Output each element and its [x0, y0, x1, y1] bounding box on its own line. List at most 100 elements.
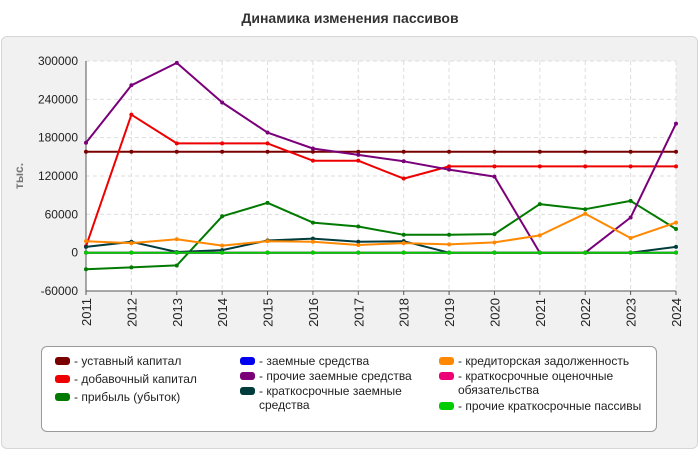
series-6-point	[265, 239, 270, 244]
series-6-point	[492, 240, 497, 245]
series-2-point	[492, 232, 497, 237]
series-1-point	[447, 164, 452, 169]
series-6-point	[174, 237, 179, 242]
series-6-point	[84, 239, 88, 244]
series-6-point	[674, 220, 678, 225]
series-1-point	[537, 164, 542, 169]
legend-label: - прочие заемные средства	[259, 369, 412, 383]
series-4-point	[628, 215, 633, 220]
chart-title: Динамика изменения пассивов	[241, 10, 459, 26]
series-1-point	[220, 141, 225, 146]
series-0-point	[674, 149, 678, 154]
series-0-point	[628, 149, 633, 154]
series-4-point	[265, 130, 270, 135]
legend-item-pribyl: - прибыль (убыток)	[55, 390, 245, 404]
legend-label: - краткосрочные оценочные обязательства	[458, 369, 614, 397]
x-tick-label: 2012	[124, 298, 139, 327]
series-4-point	[674, 121, 678, 126]
series-1-point	[401, 176, 406, 181]
series-8-point	[537, 250, 542, 255]
series-6-point	[537, 233, 542, 238]
legend-swatch	[240, 387, 255, 395]
legend-label: - кредиторская задолженность	[458, 354, 630, 368]
series-1-point	[129, 112, 134, 117]
x-tick-label: 2023	[624, 298, 639, 327]
series-8-point	[265, 250, 270, 255]
series-5-point	[674, 244, 678, 249]
series-8-point	[674, 250, 678, 255]
legend-item-prochie-kratkosrochnye: - прочие краткосрочные пассивы	[439, 399, 654, 413]
series-1-point	[265, 141, 270, 146]
series-0-point	[537, 149, 542, 154]
legend-label: - краткосрочные заемные средства	[259, 384, 402, 412]
x-tick-label: 2013	[170, 298, 185, 327]
series-8-point	[174, 250, 179, 255]
series-2-point	[265, 200, 270, 205]
series-8-point	[628, 250, 633, 255]
series-4-point	[220, 100, 225, 105]
series-2-point	[537, 202, 542, 207]
series-4-point	[129, 83, 134, 88]
legend-item-prochie-zaemnye: - прочие заемные средства	[240, 369, 425, 383]
series-8-point	[129, 250, 134, 255]
series-8-point	[492, 250, 497, 255]
series-0-point	[401, 149, 406, 154]
y-tick-label: 240000	[38, 92, 78, 106]
y-tick-label: 300000	[38, 54, 78, 68]
series-5-point	[310, 236, 315, 241]
tick-labels: 300000 240000 180000 120000 60000 0 -600002011…	[38, 54, 684, 327]
series-6-line	[85, 212, 677, 247]
series-4-point	[356, 152, 361, 157]
x-tick-label: 2016	[306, 298, 321, 327]
legend-swatch	[439, 372, 454, 380]
legend-label: - добавочный капитал	[74, 372, 197, 386]
series-lines	[84, 60, 678, 272]
y-tick-label: 0	[71, 246, 78, 260]
series-2-point	[220, 214, 225, 219]
series-5-point	[84, 244, 88, 249]
series-6-point	[356, 243, 361, 247]
legend-label: - прибыль (убыток)	[74, 390, 181, 404]
series-1-point	[310, 158, 315, 163]
x-tick-label: 2020	[487, 298, 502, 327]
y-tick-label: -60000	[41, 284, 79, 298]
series-0-point	[174, 149, 179, 154]
y-tick-label: 60000	[45, 207, 79, 221]
series-5-point	[356, 239, 361, 244]
series-2-point	[583, 207, 588, 212]
x-tick-label: 2019	[442, 298, 457, 327]
legend-item-ustavny-kapital: - уставный капитал	[55, 354, 245, 368]
series-8-point	[220, 250, 225, 255]
legend-swatch	[55, 393, 70, 401]
series-4-point	[310, 146, 315, 151]
legend-swatch	[439, 357, 454, 365]
series-4-point	[492, 174, 497, 179]
series-2-point	[84, 267, 88, 272]
series-6-point	[220, 243, 225, 248]
series-6-point	[447, 242, 452, 247]
legend-item-kratkosrochnye-zaemnye: - краткосрочные заемные средства	[240, 384, 425, 412]
series-2-point	[310, 220, 315, 225]
series-1-point	[356, 158, 361, 163]
series-0-point	[220, 149, 225, 154]
legend-swatch	[240, 372, 255, 380]
series-2-point	[401, 232, 406, 237]
series-4-point	[174, 60, 179, 65]
series-4-point	[447, 167, 452, 172]
legend-item-otsenochnye: - краткосрочные оценочные обязательства	[439, 369, 654, 397]
x-tick-label: 2021	[533, 298, 548, 327]
series-1-point	[492, 164, 497, 169]
series-4-point	[401, 159, 406, 164]
series-2-point	[628, 198, 633, 203]
y-axis-label: тыс.	[12, 163, 26, 189]
series-6-point	[401, 241, 406, 246]
series-4-point	[84, 140, 88, 145]
series-2-point	[356, 224, 361, 229]
series-0-point	[356, 149, 361, 154]
series-0-point	[492, 149, 497, 154]
series-0-point	[265, 149, 270, 154]
legend-item-zaemnye-sredstva: - заемные средства	[240, 354, 425, 368]
series-0-point	[310, 149, 315, 154]
series-6-point	[310, 239, 315, 244]
